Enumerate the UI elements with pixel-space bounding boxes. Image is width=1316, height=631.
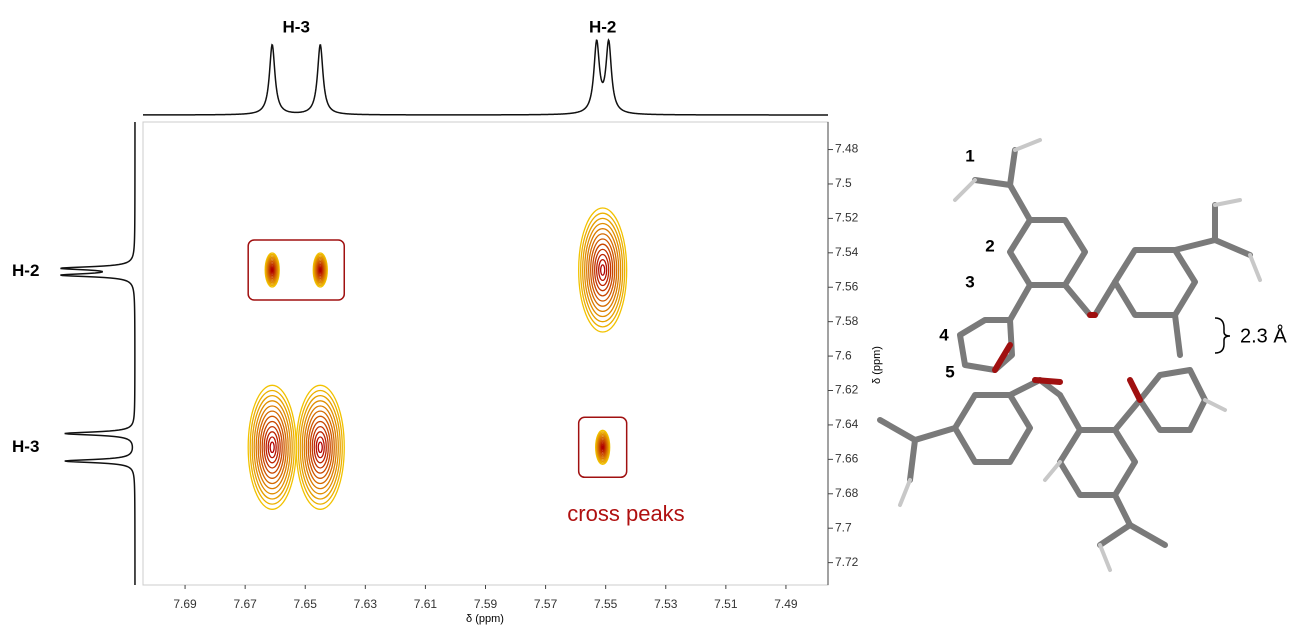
atom-label: 1 bbox=[965, 146, 974, 165]
contour bbox=[594, 248, 612, 292]
x-tick-label: 7.57 bbox=[534, 597, 558, 611]
contour bbox=[586, 228, 620, 313]
x-axis-label: δ (ppm) bbox=[466, 613, 504, 625]
contour bbox=[315, 436, 325, 459]
contour bbox=[596, 253, 610, 287]
contour bbox=[309, 420, 331, 474]
top-projection bbox=[142, 38, 828, 116]
contour bbox=[259, 415, 285, 479]
y-tick-label: 7.5 bbox=[835, 176, 852, 190]
distance-label: 2.3 Å bbox=[1240, 324, 1287, 347]
contour bbox=[269, 441, 275, 454]
cross-peak bbox=[312, 252, 328, 288]
x-tick-label: 7.61 bbox=[414, 597, 438, 611]
cross-peak bbox=[247, 384, 297, 510]
y-tick-label: 7.58 bbox=[835, 314, 859, 328]
y-axis-label: δ (ppm) bbox=[871, 346, 883, 384]
cross-peak bbox=[578, 207, 628, 333]
contour bbox=[261, 420, 283, 474]
contour bbox=[299, 394, 341, 500]
y-tick-label: 7.66 bbox=[835, 452, 859, 466]
y-tick-label: 7.62 bbox=[835, 383, 859, 397]
x-tick-label: 7.49 bbox=[774, 597, 798, 611]
distance-brace bbox=[1214, 317, 1231, 354]
contour bbox=[263, 425, 281, 469]
contour bbox=[580, 212, 626, 328]
x-tick-label: 7.65 bbox=[294, 597, 318, 611]
contour bbox=[249, 389, 295, 505]
contour bbox=[307, 415, 333, 479]
y-tick-label: 7.64 bbox=[835, 417, 859, 431]
y-tick-label: 7.52 bbox=[835, 211, 859, 225]
signal-label: H-2 bbox=[589, 17, 616, 36]
contour bbox=[578, 207, 628, 333]
y-tick-label: 7.6 bbox=[835, 348, 852, 362]
contour bbox=[592, 243, 614, 297]
x-tick-label: 7.63 bbox=[354, 597, 378, 611]
atom-label: 3 bbox=[965, 272, 974, 291]
contour bbox=[255, 405, 289, 490]
atom-label: 5 bbox=[945, 362, 954, 381]
atom-label: 4 bbox=[939, 325, 949, 344]
x-tick-label: 7.67 bbox=[233, 597, 257, 611]
contour bbox=[253, 400, 291, 495]
y-tick-label: 7.56 bbox=[835, 279, 859, 293]
x-tick-label: 7.55 bbox=[594, 597, 618, 611]
signal-label: H-3 bbox=[12, 437, 39, 456]
y-tick-label: 7.48 bbox=[835, 142, 859, 156]
y-tick-label: 7.54 bbox=[835, 245, 859, 259]
contour bbox=[295, 384, 345, 510]
y-tick-label: 7.7 bbox=[835, 520, 852, 534]
x-tick-label: 7.69 bbox=[173, 597, 197, 611]
contour bbox=[303, 405, 337, 490]
contour bbox=[311, 425, 329, 469]
contour bbox=[265, 431, 279, 464]
contour bbox=[600, 264, 606, 276]
x-tick-label: 7.53 bbox=[654, 597, 678, 611]
annotation: cross peaks bbox=[567, 501, 684, 526]
x-tick-label: 7.59 bbox=[474, 597, 498, 611]
left-projection bbox=[60, 122, 136, 586]
contour bbox=[588, 233, 618, 307]
contour bbox=[319, 267, 322, 273]
contour bbox=[317, 441, 323, 454]
atom-label: 2 bbox=[985, 236, 994, 255]
signal-label: H-2 bbox=[12, 261, 39, 280]
y-tick-label: 7.72 bbox=[835, 555, 859, 569]
highlight-box bbox=[577, 416, 628, 479]
contour bbox=[584, 222, 622, 318]
molecule bbox=[877, 138, 1262, 572]
cross-peak bbox=[264, 252, 280, 288]
contour bbox=[305, 410, 335, 485]
plot-frame bbox=[142, 121, 829, 586]
contour bbox=[601, 445, 604, 450]
highlight-box bbox=[247, 239, 346, 301]
contour bbox=[257, 410, 287, 485]
signal-label: H-3 bbox=[283, 17, 310, 36]
contour bbox=[313, 431, 327, 464]
x-tick-label: 7.51 bbox=[714, 597, 738, 611]
contour bbox=[270, 267, 274, 273]
contour bbox=[598, 259, 608, 282]
contour bbox=[251, 394, 293, 500]
cross-peak bbox=[295, 384, 345, 510]
contour bbox=[247, 384, 297, 510]
contour bbox=[301, 400, 339, 495]
contour bbox=[590, 238, 616, 302]
cross-peak bbox=[595, 429, 611, 465]
contour bbox=[582, 217, 624, 323]
contour bbox=[297, 389, 343, 505]
contour bbox=[267, 436, 277, 459]
y-tick-label: 7.68 bbox=[835, 486, 859, 500]
